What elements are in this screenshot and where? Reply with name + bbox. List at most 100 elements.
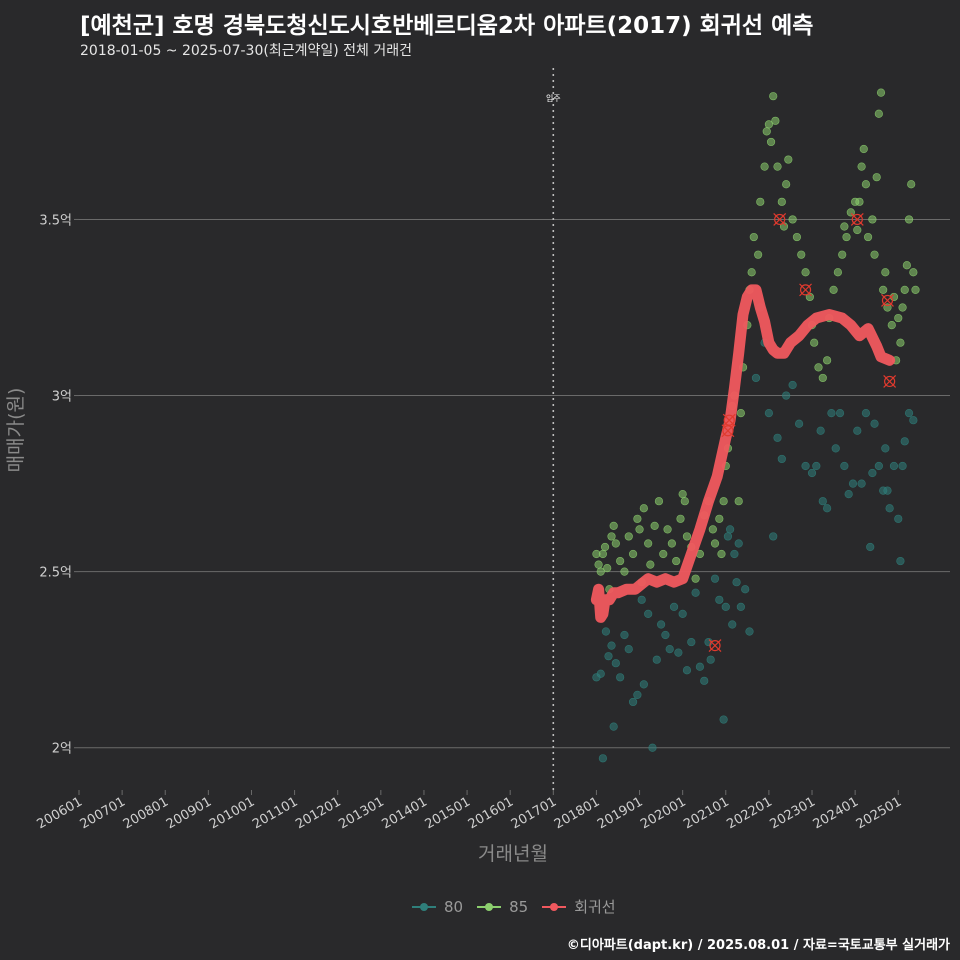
point-80 <box>889 461 899 471</box>
point-85 <box>644 539 653 548</box>
point-85 <box>715 514 724 523</box>
point-85 <box>659 549 668 559</box>
legend-item-85: 85 <box>475 898 528 916</box>
point-80 <box>764 409 774 418</box>
point-85 <box>814 363 823 372</box>
point-85 <box>717 549 726 559</box>
point-85 <box>838 250 847 259</box>
point-80 <box>611 659 620 668</box>
point-85 <box>719 497 728 506</box>
point-80 <box>601 627 611 636</box>
x-tick-label: 201601 <box>466 794 516 832</box>
x-tick-label: 201301 <box>336 794 386 832</box>
x-tick-label: 201801 <box>552 794 602 832</box>
point-80 <box>596 669 605 678</box>
point-80 <box>637 595 646 604</box>
point-80 <box>598 754 607 763</box>
legend-label-85: 85 <box>509 897 529 916</box>
point-80 <box>866 542 875 552</box>
point-85 <box>598 549 607 559</box>
point-85 <box>887 321 896 330</box>
point-80 <box>874 461 883 471</box>
legend-key-85 <box>475 900 503 914</box>
point-80 <box>700 676 709 685</box>
point-85 <box>747 268 756 277</box>
point-80 <box>628 697 638 707</box>
point-85 <box>818 373 827 383</box>
point-80 <box>870 419 879 428</box>
chart-subtitle: 2018-01-05 ~ 2025-07-30(최근계약일) 전체 거래건 <box>80 43 412 59</box>
point-80 <box>736 602 745 611</box>
point-85 <box>904 215 914 224</box>
x-tick-label: 201501 <box>423 794 473 832</box>
legend-key-regression <box>540 900 568 914</box>
point-80 <box>620 630 629 640</box>
point-85 <box>784 155 793 164</box>
chart-title: [예천군] 호명 경북도청신도시호반베르디움2차 아파트(2017) 회귀선 예… <box>80 13 814 39</box>
point-80 <box>721 602 730 611</box>
point-80 <box>818 497 827 506</box>
point-85 <box>857 162 866 171</box>
point-80 <box>710 574 720 583</box>
point-80 <box>769 532 778 541</box>
point-80 <box>896 556 905 566</box>
source-caption: ©디아파트(dapt.kr) / 2025.08.01 / 자료=국토교통부 실… <box>566 938 950 953</box>
legend-item-regression: 회귀선 <box>540 896 616 917</box>
point-85 <box>756 197 765 206</box>
point-85 <box>788 215 797 224</box>
outlier-cross <box>881 294 894 307</box>
outlier-marker <box>850 213 864 226</box>
point-85 <box>749 232 758 242</box>
x-tick-label: 201701 <box>509 794 559 832</box>
point-85 <box>764 120 774 129</box>
point-85 <box>611 539 620 548</box>
regression-path <box>590 284 896 623</box>
point-80 <box>669 602 679 611</box>
x-tick-label: 200901 <box>164 794 214 832</box>
point-80 <box>657 620 666 629</box>
x-tick-label: 201101 <box>250 794 300 832</box>
point-85 <box>782 180 791 189</box>
point-80 <box>904 409 914 418</box>
point-85 <box>663 525 672 534</box>
point-80 <box>816 426 825 435</box>
y-axis-title: 매매가(원) <box>5 388 27 473</box>
point-85 <box>682 532 692 541</box>
point-85 <box>639 504 648 513</box>
outlier-cross <box>799 283 812 297</box>
data-points <box>592 88 920 763</box>
point-80 <box>706 655 715 664</box>
outlier-ring <box>723 414 735 426</box>
x-tick-label: 202101 <box>681 794 731 832</box>
point-85 <box>769 92 778 101</box>
point-80 <box>827 409 836 418</box>
point-85 <box>654 497 664 506</box>
x-tick-label: 201901 <box>595 794 645 832</box>
point-80 <box>883 486 892 495</box>
grid-lines <box>79 218 950 749</box>
point-80 <box>616 673 625 682</box>
x-tick-label: 201201 <box>293 794 343 832</box>
point-80 <box>794 419 804 428</box>
point-85 <box>868 215 877 224</box>
point-80 <box>719 715 728 724</box>
outlier-marker <box>799 283 812 297</box>
point-85 <box>676 514 685 523</box>
point-80 <box>782 391 791 400</box>
point-80 <box>868 468 877 478</box>
point-85 <box>766 137 776 147</box>
point-85 <box>607 532 616 541</box>
outlier-ring <box>774 213 786 226</box>
point-85 <box>678 490 687 499</box>
point-85 <box>667 539 676 548</box>
x-tick-label: 202501 <box>854 794 904 832</box>
point-80 <box>848 479 858 488</box>
point-85 <box>909 268 918 277</box>
point-85 <box>760 162 769 171</box>
outlier-cross <box>721 424 735 438</box>
point-85 <box>734 497 743 506</box>
point-80 <box>831 444 840 453</box>
point-80 <box>823 504 832 513</box>
point-80 <box>812 461 821 471</box>
legend: 80 85 회귀선 <box>410 896 622 917</box>
